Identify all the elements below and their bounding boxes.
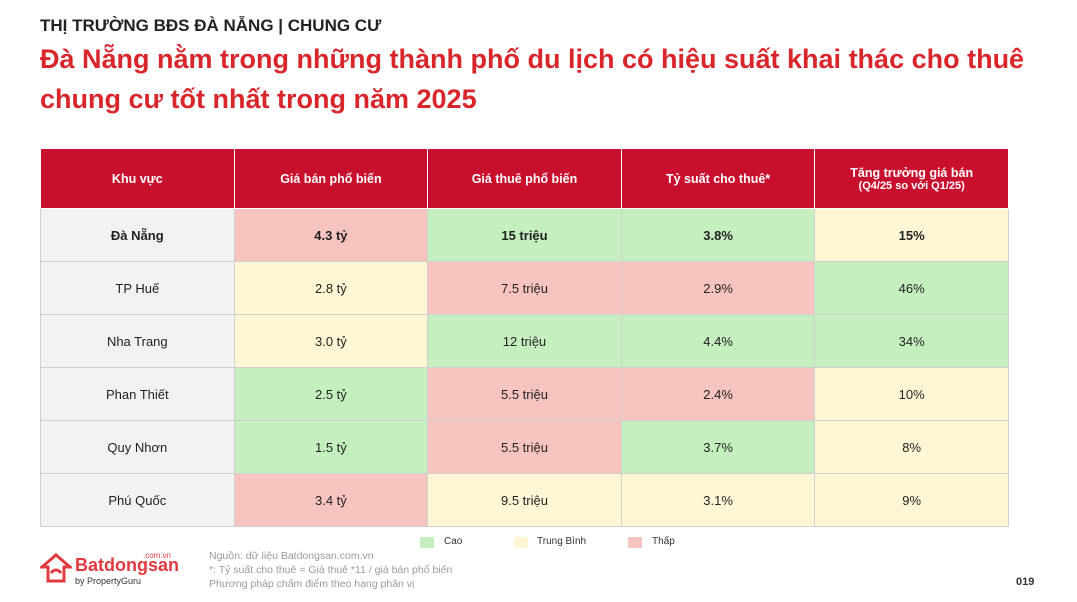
cell: 9% [814,473,1009,527]
note: Nguồn: dữ liệu Batdongsan.com.vn [209,550,374,562]
title: Đà Nẵng nằm trong những thành phố du lịc… [40,44,1025,74]
logo-name: Batdongsan [75,555,180,575]
cell: 3.8% [620,208,816,262]
cell: 3.4 tỷ [233,473,429,527]
cell: 34% [814,314,1009,368]
legend-label: Trung Bình [537,536,587,547]
header-cell: Tăng trưởng giá bán (Q4/25 so với Q1/25) [814,148,1009,209]
legend-swatch [628,537,642,548]
header-subtext: (Q4/25 so với Q1/25) [858,179,965,192]
page-number: 019 [1016,576,1035,588]
cell: 2.5 tỷ [233,367,429,421]
header-cell: Giá bán phổ biến [233,148,429,209]
cell: 2.8 tỷ [233,261,429,315]
header-cell: Tỷ suất cho thuê* [620,148,816,209]
cell: 2.4% [620,367,816,421]
row: TP Huế 2.8 tỷ 7.5 triệu 2.9% 46% [40,261,1009,315]
cell: 4.4% [620,314,816,368]
note: Phương pháp chấm điểm theo hạng phân vị [209,578,415,590]
cell: 8% [814,420,1009,474]
row: Phú Quốc 3.4 tỷ 9.5 triệu 3.1% 9% [40,473,1009,527]
cell: 12 triệu [427,314,622,368]
header-cell: Giá thuê phổ biến [427,148,622,209]
legend-swatch [514,537,528,548]
row: Quy Nhơn 1.5 tỷ 5.5 triệu 3.7% 8% [40,420,1009,474]
legend-label: Thấp [652,536,675,547]
logo-icon [40,553,72,583]
logo-by: by PropertyGuru [75,576,142,586]
cell: 7.5 triệu [427,261,622,315]
cell: 5.5 triệu [427,420,622,474]
note: *: Tỷ suất cho thuê = Giá thuê *11 / giá… [209,564,453,576]
kicker: THỊ TRƯỜNG BĐS ĐÀ NẴNG | CHUNG CƯ [40,16,382,35]
cell: 2.9% [620,261,816,315]
header-text: Tăng trưởng giá bán [850,165,974,180]
cell: 10% [814,367,1009,421]
cell: Nha Trang [40,314,235,368]
legend-label: Cao [444,536,463,547]
cell: 15% [814,208,1009,262]
row: Đà Nẵng 4.3 tỷ 15 triệu 3.8% 15% [40,208,1009,262]
cell: 4.3 tỷ [233,208,429,262]
cell: 1.5 tỷ [233,420,429,474]
cell: 9.5 triệu [427,473,622,527]
table: Khu vực Giá bán phổ biến Giá thuê phổ bi… [40,148,1009,527]
cell: Quy Nhơn [40,420,235,474]
logo-domain: .com.vn [143,551,172,560]
cell: 3.7% [620,420,816,474]
row: Phan Thiết 2.5 tỷ 5.5 triệu 2.4% 10% [40,367,1009,421]
cell: 46% [814,261,1009,315]
cell: 3.0 tỷ [233,314,429,368]
cell: TP Huế [40,261,235,315]
cell: 5.5 triệu [427,367,622,421]
cell: 3.1% [620,473,816,527]
cell: Đà Nẵng [40,208,235,262]
cell: Phú Quốc [40,473,235,527]
row: Nha Trang 3.0 tỷ 12 triệu 4.4% 34% [40,314,1009,368]
legend-swatch [420,537,434,548]
cell: 15 triệu [427,208,622,262]
cell: Phan Thiết [40,367,235,421]
header-cell: Khu vực [40,148,235,209]
title: chung cư tốt nhất trong năm 2025 [40,84,477,114]
header-row: Khu vực Giá bán phổ biến Giá thuê phổ bi… [40,148,1009,209]
